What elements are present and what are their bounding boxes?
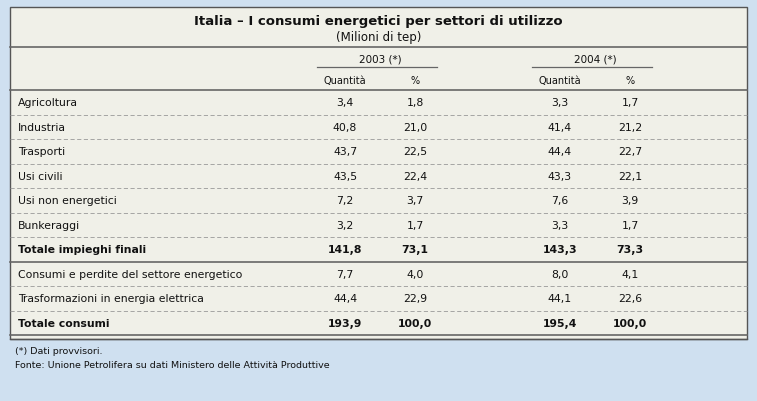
Text: 22,7: 22,7 <box>618 147 642 157</box>
Text: 7,7: 7,7 <box>336 269 354 279</box>
Text: 7,6: 7,6 <box>551 196 569 206</box>
Text: 141,8: 141,8 <box>328 245 362 255</box>
Text: Quantità: Quantità <box>324 76 366 86</box>
Text: 143,3: 143,3 <box>543 245 578 255</box>
Text: 2004 (*): 2004 (*) <box>574 55 616 65</box>
Text: 43,7: 43,7 <box>333 147 357 157</box>
Text: 43,3: 43,3 <box>548 171 572 181</box>
Text: 2003 (*): 2003 (*) <box>359 55 401 65</box>
Text: 4,0: 4,0 <box>407 269 424 279</box>
Text: 21,2: 21,2 <box>618 122 642 132</box>
Text: 1,7: 1,7 <box>621 220 639 230</box>
Text: 22,9: 22,9 <box>403 294 427 304</box>
Text: 4,1: 4,1 <box>621 269 639 279</box>
Text: 41,4: 41,4 <box>548 122 572 132</box>
Text: 1,7: 1,7 <box>621 98 639 108</box>
Text: 22,1: 22,1 <box>618 171 642 181</box>
Text: Usi non energetici: Usi non energetici <box>18 196 117 206</box>
Text: 73,3: 73,3 <box>616 245 643 255</box>
Text: 21,0: 21,0 <box>403 122 427 132</box>
Text: 3,3: 3,3 <box>551 98 569 108</box>
Text: 22,5: 22,5 <box>403 147 427 157</box>
Text: 40,8: 40,8 <box>333 122 357 132</box>
Text: Italia – I consumi energetici per settori di utilizzo: Italia – I consumi energetici per settor… <box>195 16 562 28</box>
Text: Trasporti: Trasporti <box>18 147 65 157</box>
Text: Totale impieghi finali: Totale impieghi finali <box>18 245 146 255</box>
Text: %: % <box>410 76 419 86</box>
Text: 100,0: 100,0 <box>398 318 432 328</box>
Text: Bunkeraggi: Bunkeraggi <box>18 220 80 230</box>
Text: (Milioni di tep): (Milioni di tep) <box>336 30 421 43</box>
Text: 73,1: 73,1 <box>401 245 428 255</box>
Text: %: % <box>625 76 634 86</box>
Text: 43,5: 43,5 <box>333 171 357 181</box>
Text: 1,8: 1,8 <box>407 98 424 108</box>
Text: 3,7: 3,7 <box>407 196 424 206</box>
Text: 44,1: 44,1 <box>548 294 572 304</box>
Bar <box>10 8 747 339</box>
Text: 3,3: 3,3 <box>551 220 569 230</box>
Text: 3,9: 3,9 <box>621 196 639 206</box>
Text: Agricoltura: Agricoltura <box>18 98 78 108</box>
Text: 7,2: 7,2 <box>336 196 354 206</box>
Text: 8,0: 8,0 <box>551 269 569 279</box>
Text: 22,4: 22,4 <box>403 171 427 181</box>
Text: 44,4: 44,4 <box>548 147 572 157</box>
Text: 44,4: 44,4 <box>333 294 357 304</box>
Text: Totale consumi: Totale consumi <box>18 318 110 328</box>
Text: 3,4: 3,4 <box>336 98 354 108</box>
Text: 100,0: 100,0 <box>613 318 647 328</box>
Text: (*) Dati provvisori.: (*) Dati provvisori. <box>15 346 102 356</box>
Text: 193,9: 193,9 <box>328 318 362 328</box>
Text: Quantità: Quantità <box>539 76 581 86</box>
Text: Trasformazioni in energia elettrica: Trasformazioni in energia elettrica <box>18 294 204 304</box>
Text: Industria: Industria <box>18 122 66 132</box>
Text: Fonte: Unione Petrolifera su dati Ministero delle Attività Produttive: Fonte: Unione Petrolifera su dati Minist… <box>15 360 329 370</box>
Text: 22,6: 22,6 <box>618 294 642 304</box>
Text: Usi civili: Usi civili <box>18 171 63 181</box>
Text: 1,7: 1,7 <box>407 220 424 230</box>
Text: Consumi e perdite del settore energetico: Consumi e perdite del settore energetico <box>18 269 242 279</box>
Text: 195,4: 195,4 <box>543 318 577 328</box>
Text: 3,2: 3,2 <box>336 220 354 230</box>
